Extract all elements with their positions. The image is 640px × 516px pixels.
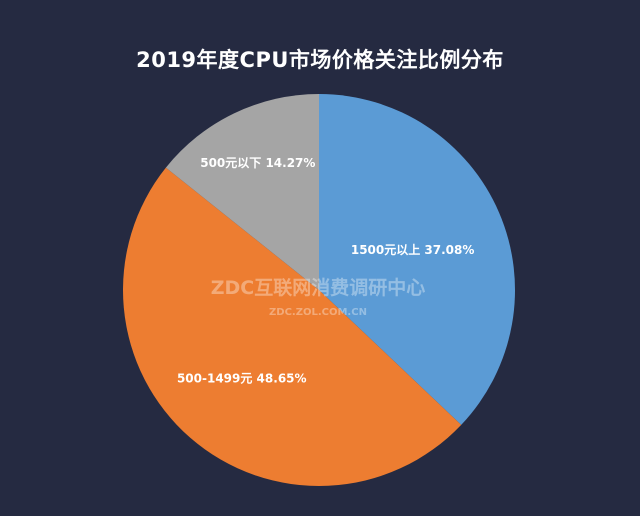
slice-label: 1500元以上 37.08% <box>351 242 475 257</box>
chart-title: 2019年度CPU市场价格关注比例分布 <box>136 48 504 72</box>
watermark-main: ZDC互联网消费调研中心 <box>211 276 426 299</box>
pie-slice <box>122 167 462 486</box>
slice-label: 500-1499元 48.65% <box>177 372 307 386</box>
pie-slice <box>319 94 515 425</box>
watermark-sub: ZDC.ZOL.COM.CN <box>269 307 367 318</box>
slice-label: 500元以下 14.27% <box>200 156 315 170</box>
pie-slice <box>165 94 319 290</box>
